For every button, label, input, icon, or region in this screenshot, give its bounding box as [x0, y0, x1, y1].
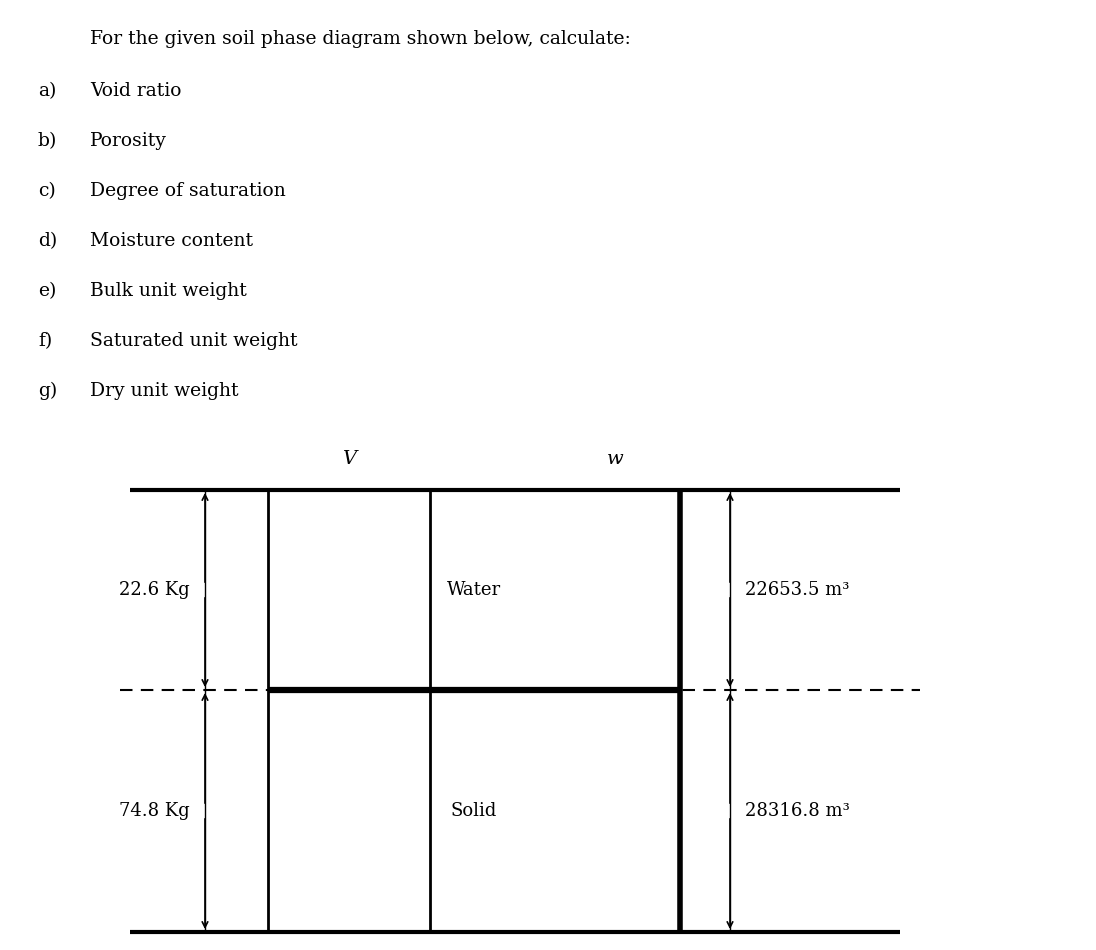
- Text: Moisture content: Moisture content: [90, 232, 253, 250]
- Text: Degree of saturation: Degree of saturation: [90, 182, 286, 200]
- Text: Dry unit weight: Dry unit weight: [90, 382, 239, 400]
- Text: 74.8 Kg: 74.8 Kg: [119, 802, 190, 820]
- Text: c): c): [38, 182, 56, 200]
- Text: V: V: [342, 450, 356, 468]
- Text: a): a): [38, 82, 56, 100]
- Text: g): g): [38, 382, 57, 400]
- Text: e): e): [38, 282, 56, 300]
- Text: b): b): [38, 132, 57, 150]
- Text: f): f): [38, 332, 53, 350]
- Text: w: w: [606, 450, 624, 468]
- Text: Solid: Solid: [450, 802, 498, 820]
- Text: Bulk unit weight: Bulk unit weight: [90, 282, 247, 300]
- Text: Water: Water: [447, 581, 501, 599]
- Text: 22653.5 m³: 22653.5 m³: [745, 581, 849, 599]
- Text: For the given soil phase diagram shown below, calculate:: For the given soil phase diagram shown b…: [90, 30, 631, 48]
- Text: Void ratio: Void ratio: [90, 82, 182, 100]
- Text: d): d): [38, 232, 57, 250]
- Text: Porosity: Porosity: [90, 132, 167, 150]
- Text: 22.6 Kg: 22.6 Kg: [119, 581, 190, 599]
- Text: 28316.8 m³: 28316.8 m³: [745, 802, 849, 820]
- Text: Saturated unit weight: Saturated unit weight: [90, 332, 297, 350]
